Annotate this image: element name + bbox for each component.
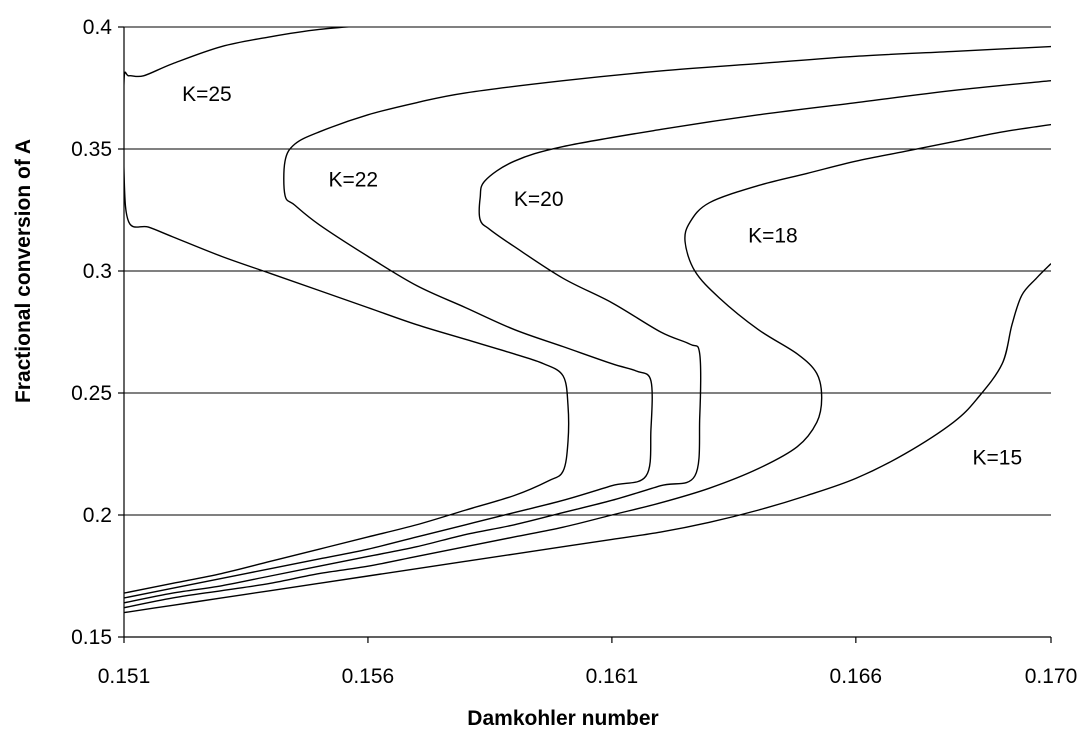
curve-k-15 [124, 263, 1051, 614]
y-tick-label-3: 0.3 [83, 260, 112, 283]
curve-label-k-18: K=18 [748, 225, 798, 248]
y-tick-label-4: 0.35 [71, 138, 112, 161]
curve-k-20 [124, 79, 1051, 604]
tick-labels: 0.15 0.2 0.25 0.3 0.35 0.4 0.151 0.156 0.161 0.16… [71, 16, 1077, 688]
x-tick-label-1: 0.156 [342, 665, 395, 688]
series-layer [124, 27, 1051, 614]
curve-k-18 [124, 123, 1051, 609]
y-axis-title: Fractional conversion of A [12, 139, 35, 403]
gridlines [124, 26, 1051, 516]
curve-k-22 [124, 45, 1051, 599]
y-tick-label-2: 0.25 [71, 382, 112, 405]
x-axis-title: Damkohler number [467, 707, 658, 730]
curve-label-k-20: K=20 [514, 188, 564, 211]
curve-label-k-22: K=22 [328, 169, 378, 192]
y-tick-label-0: 0.15 [71, 626, 112, 649]
x-tick-label-0: 0.151 [98, 665, 151, 688]
x-tick-label-4: 0.170 [1025, 665, 1078, 688]
curve-labels: K=25 K=22 K=20 K=18 K=15 [182, 83, 1022, 470]
curve-label-k-15: K=15 [973, 447, 1023, 470]
curve-k-25 [124, 27, 570, 594]
axes [118, 26, 1052, 643]
y-tick-label-5: 0.4 [83, 16, 113, 39]
x-tick-label-3: 0.166 [830, 665, 883, 688]
x-tick-label-2: 0.161 [586, 665, 639, 688]
y-tick-label-1: 0.2 [83, 504, 112, 527]
curve-label-k-25: K=25 [182, 83, 232, 106]
